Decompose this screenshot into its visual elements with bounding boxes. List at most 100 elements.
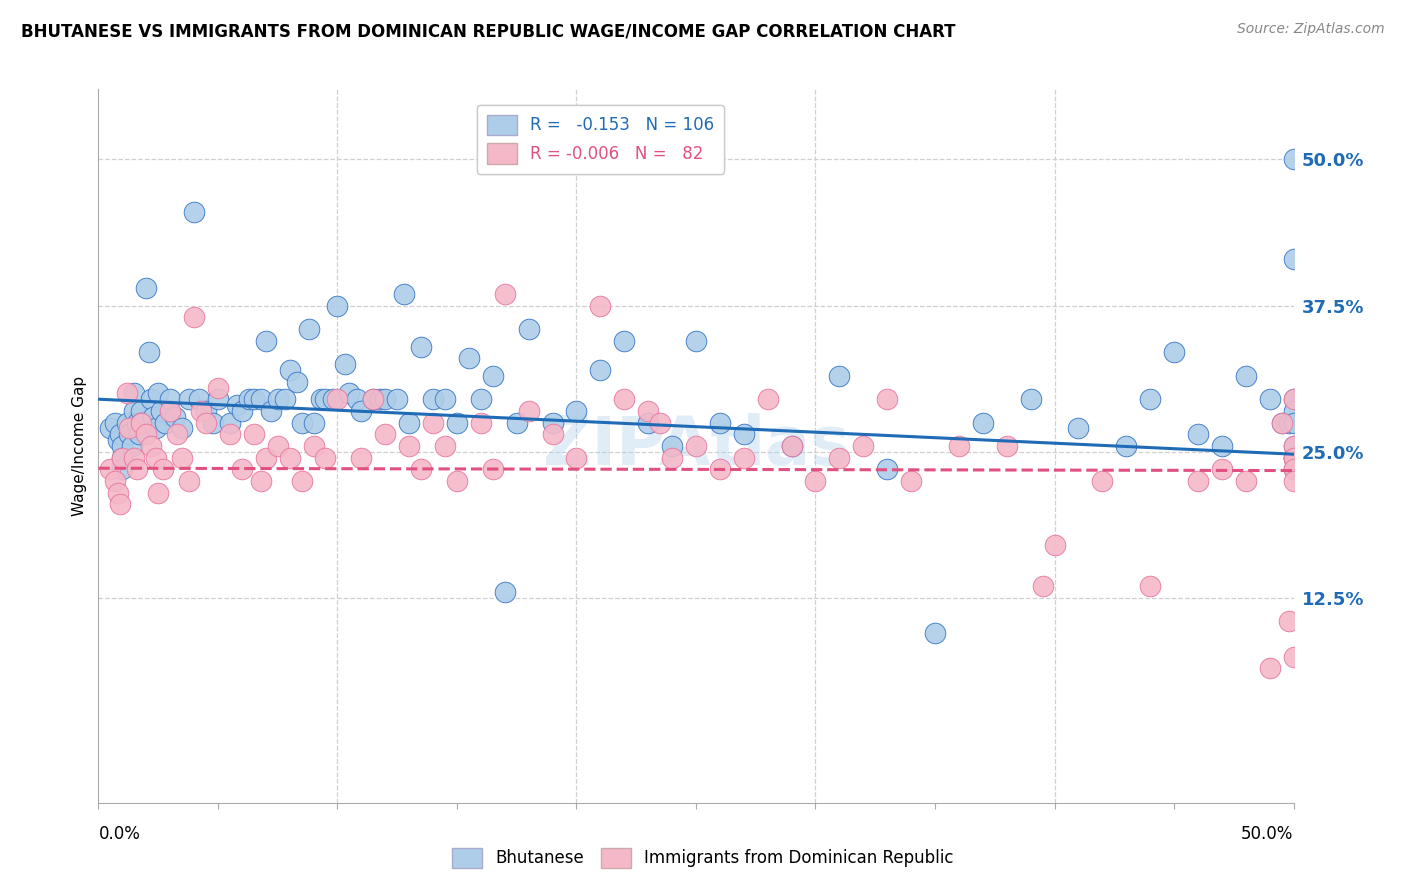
Point: [1282, 392, 1305, 407]
Point: [1258, 661, 1281, 675]
Point: [148, 386, 170, 401]
Point: [924, 626, 946, 640]
Point: [541, 427, 564, 442]
Point: [219, 416, 242, 430]
Point: [1271, 416, 1294, 430]
Point: [733, 427, 755, 442]
Point: [876, 462, 898, 476]
Point: [780, 439, 803, 453]
Point: [135, 427, 157, 442]
Y-axis label: Wage/Income Gap: Wage/Income Gap: [72, 376, 87, 516]
Point: [183, 205, 205, 219]
Point: [1187, 474, 1209, 488]
Point: [231, 462, 253, 476]
Point: [1115, 439, 1137, 453]
Point: [326, 392, 349, 407]
Point: [179, 392, 201, 407]
Point: [661, 450, 683, 465]
Point: [1282, 450, 1305, 465]
Point: [139, 392, 162, 407]
Point: [302, 416, 325, 430]
Point: [1282, 392, 1305, 407]
Point: [1271, 416, 1294, 430]
Point: [422, 392, 444, 407]
Text: 50.0%: 50.0%: [1241, 825, 1294, 843]
Point: [780, 439, 803, 453]
Point: [374, 427, 396, 442]
Point: [145, 450, 167, 465]
Point: [1282, 462, 1305, 476]
Point: [374, 392, 396, 407]
Point: [1282, 450, 1305, 465]
Point: [458, 351, 481, 366]
Point: [613, 334, 636, 348]
Point: [243, 427, 266, 442]
Point: [142, 409, 165, 424]
Point: [131, 416, 153, 430]
Point: [250, 392, 273, 407]
Point: [398, 439, 420, 453]
Point: [433, 439, 456, 453]
Point: [565, 404, 588, 418]
Point: [159, 392, 181, 407]
Point: [1278, 615, 1301, 629]
Point: [124, 450, 146, 465]
Point: [322, 392, 344, 407]
Point: [243, 392, 266, 407]
Point: [131, 404, 153, 418]
Point: [139, 439, 162, 453]
Point: [637, 404, 659, 418]
Point: [1234, 368, 1257, 383]
Point: [1091, 474, 1114, 488]
Point: [115, 416, 138, 430]
Point: [1139, 579, 1161, 593]
Point: [1234, 474, 1257, 488]
Point: [333, 357, 356, 371]
Point: [972, 416, 994, 430]
Point: [98, 421, 122, 435]
Point: [1139, 392, 1161, 407]
Point: [250, 474, 273, 488]
Point: [278, 363, 301, 377]
Point: [1211, 439, 1233, 453]
Point: [1282, 404, 1305, 418]
Point: [494, 287, 516, 301]
Point: [163, 409, 186, 424]
Point: [685, 439, 707, 453]
Point: [226, 398, 249, 412]
Point: [876, 392, 898, 407]
Point: [948, 439, 970, 453]
Point: [411, 462, 433, 476]
Point: [108, 498, 131, 512]
Point: [565, 450, 588, 465]
Text: BHUTANESE VS IMMIGRANTS FROM DOMINICAN REPUBLIC WAGE/INCOME GAP CORRELATION CHAR: BHUTANESE VS IMMIGRANTS FROM DOMINICAN R…: [21, 22, 956, 40]
Point: [1282, 474, 1305, 488]
Point: [254, 450, 277, 465]
Point: [685, 334, 707, 348]
Point: [494, 585, 516, 599]
Point: [118, 427, 141, 442]
Point: [339, 386, 360, 401]
Point: [517, 404, 540, 418]
Point: [187, 392, 209, 407]
Point: [648, 416, 672, 430]
Point: [1163, 345, 1185, 359]
Point: [179, 474, 201, 488]
Point: [589, 299, 612, 313]
Point: [194, 404, 218, 418]
Point: [145, 421, 167, 435]
Point: [350, 450, 373, 465]
Point: [613, 392, 636, 407]
Legend: R =   -0.153   N = 106, R = -0.006   N =   82: R = -0.153 N = 106, R = -0.006 N = 82: [477, 104, 724, 174]
Point: [363, 392, 385, 407]
Point: [541, 416, 564, 430]
Point: [291, 474, 314, 488]
Point: [152, 462, 174, 476]
Text: ZIPAtlas: ZIPAtlas: [543, 413, 849, 479]
Point: [1282, 450, 1305, 465]
Point: [852, 439, 875, 453]
Point: [259, 404, 281, 418]
Text: 0.0%: 0.0%: [98, 825, 141, 843]
Point: [1187, 427, 1209, 442]
Point: [637, 416, 659, 430]
